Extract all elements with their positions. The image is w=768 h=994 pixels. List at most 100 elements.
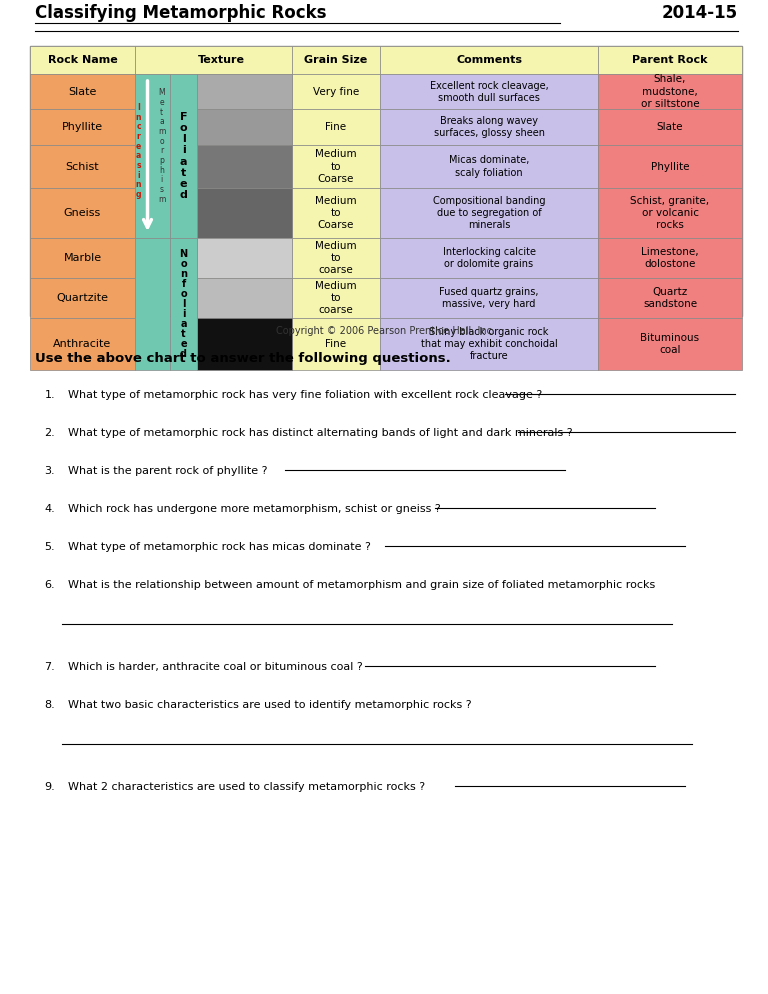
- Text: Grain Size: Grain Size: [304, 55, 368, 65]
- Text: Comments: Comments: [456, 55, 522, 65]
- Text: What type of metamorphic rock has very fine foliation with excellent rock cleava: What type of metamorphic rock has very f…: [68, 390, 542, 400]
- Bar: [30, 74, 135, 109]
- Bar: [197, 278, 292, 318]
- Text: 1.: 1.: [45, 390, 55, 400]
- Text: What type of metamorphic rock has micas dominate ?: What type of metamorphic rock has micas …: [68, 542, 371, 552]
- Bar: [197, 74, 292, 109]
- Bar: [292, 278, 380, 318]
- Bar: [170, 238, 197, 370]
- Bar: [598, 238, 742, 278]
- Text: Marble: Marble: [64, 253, 101, 263]
- Text: Schist: Schist: [66, 161, 99, 172]
- Text: What is the relationship between amount of metamorphism and grain size of foliat: What is the relationship between amount …: [68, 580, 655, 590]
- Bar: [380, 278, 598, 318]
- Text: Very fine: Very fine: [313, 86, 359, 96]
- Bar: [197, 318, 292, 370]
- Bar: [30, 46, 135, 74]
- Text: What is the parent rock of phyllite ?: What is the parent rock of phyllite ?: [68, 466, 267, 476]
- Bar: [30, 188, 135, 238]
- Bar: [30, 109, 135, 145]
- Bar: [380, 238, 598, 278]
- Bar: [292, 74, 380, 109]
- Text: 6.: 6.: [45, 580, 55, 590]
- Bar: [380, 188, 598, 238]
- Bar: [135, 74, 170, 238]
- Text: Interlocking calcite
or dolomite grains: Interlocking calcite or dolomite grains: [442, 247, 535, 269]
- Text: Slate: Slate: [68, 86, 97, 96]
- Text: Which is harder, anthracite coal or bituminous coal ?: Which is harder, anthracite coal or bitu…: [68, 662, 362, 672]
- Bar: [598, 278, 742, 318]
- Text: What type of metamorphic rock has distinct alternating bands of light and dark m: What type of metamorphic rock has distin…: [68, 428, 573, 438]
- Bar: [292, 109, 380, 145]
- Text: I
n
c
r
e
a
s
i
n
g: I n c r e a s i n g: [136, 102, 141, 199]
- Text: Micas dominate,
scaly foliation: Micas dominate, scaly foliation: [449, 155, 529, 178]
- Text: Medium
to
coarse: Medium to coarse: [315, 241, 357, 275]
- Bar: [30, 318, 135, 370]
- Bar: [135, 238, 170, 370]
- Text: Copyright © 2006 Pearson Prentice Hall, Inc.: Copyright © 2006 Pearson Prentice Hall, …: [276, 326, 495, 336]
- Bar: [598, 188, 742, 238]
- Bar: [135, 46, 292, 74]
- Text: Gneiss: Gneiss: [64, 208, 101, 218]
- Text: Phyllite: Phyllite: [650, 161, 689, 172]
- Bar: [598, 318, 742, 370]
- Bar: [292, 318, 380, 370]
- Text: Texture: Texture: [198, 55, 245, 65]
- Bar: [197, 109, 292, 145]
- Bar: [380, 109, 598, 145]
- Text: F
o
l
i
a
t
e
d: F o l i a t e d: [180, 111, 187, 200]
- Bar: [380, 145, 598, 188]
- Bar: [380, 318, 598, 370]
- Bar: [30, 46, 742, 316]
- Text: Fine: Fine: [326, 122, 346, 132]
- Text: Shale,
mudstone,
or siltstone: Shale, mudstone, or siltstone: [641, 75, 700, 109]
- Bar: [30, 278, 135, 318]
- Bar: [30, 238, 135, 278]
- Text: Bituminous
coal: Bituminous coal: [641, 333, 700, 355]
- Text: Which rock has undergone more metamorphism, schist or gneiss ?: Which rock has undergone more metamorphi…: [68, 504, 441, 514]
- Text: 8.: 8.: [45, 700, 55, 710]
- Bar: [30, 145, 135, 188]
- Text: Schist, granite,
or volcanic
rocks: Schist, granite, or volcanic rocks: [631, 196, 710, 231]
- Bar: [598, 145, 742, 188]
- Text: Classifying Metamorphic Rocks: Classifying Metamorphic Rocks: [35, 4, 326, 22]
- Text: Compositional banding
due to segregation of
minerals: Compositional banding due to segregation…: [432, 196, 545, 231]
- Bar: [292, 46, 380, 74]
- Bar: [197, 145, 292, 188]
- Text: Quartz
sandstone: Quartz sandstone: [643, 287, 697, 309]
- Bar: [197, 238, 292, 278]
- Bar: [292, 188, 380, 238]
- Text: M
e
t
a
m
o
r
p
h
i
s
m: M e t a m o r p h i s m: [157, 88, 165, 204]
- Text: What two basic characteristics are used to identify metamorphic rocks ?: What two basic characteristics are used …: [68, 700, 472, 710]
- Text: Parent Rock: Parent Rock: [632, 55, 708, 65]
- Text: Medium
to
Coarse: Medium to Coarse: [315, 149, 357, 184]
- Text: Quartzite: Quartzite: [57, 293, 108, 303]
- Text: Fine: Fine: [326, 339, 346, 349]
- Text: Excellent rock cleavage,
smooth dull surfaces: Excellent rock cleavage, smooth dull sur…: [429, 81, 548, 103]
- Bar: [292, 145, 380, 188]
- Text: 2014-15: 2014-15: [662, 4, 738, 22]
- Text: Phyllite: Phyllite: [62, 122, 103, 132]
- Text: 4.: 4.: [45, 504, 55, 514]
- Text: Limestone,
dolostone: Limestone, dolostone: [641, 247, 699, 269]
- Text: Slate: Slate: [657, 122, 684, 132]
- Text: Medium
to
coarse: Medium to coarse: [315, 280, 357, 315]
- Text: Rock Name: Rock Name: [48, 55, 118, 65]
- Bar: [197, 188, 292, 238]
- Bar: [380, 74, 598, 109]
- Text: Fused quartz grains,
massive, very hard: Fused quartz grains, massive, very hard: [439, 287, 538, 309]
- Text: 3.: 3.: [45, 466, 55, 476]
- Text: Use the above chart to answer the following questions.: Use the above chart to answer the follow…: [35, 352, 451, 365]
- Text: 2.: 2.: [45, 428, 55, 438]
- Bar: [380, 46, 598, 74]
- Text: Anthracite: Anthracite: [53, 339, 111, 349]
- Text: Breaks along wavey
surfaces, glossy sheen: Breaks along wavey surfaces, glossy shee…: [433, 116, 545, 138]
- Text: What 2 characteristics are used to classify metamorphic rocks ?: What 2 characteristics are used to class…: [68, 782, 425, 792]
- Bar: [170, 74, 197, 238]
- Bar: [598, 74, 742, 109]
- Bar: [598, 109, 742, 145]
- Bar: [598, 46, 742, 74]
- Text: 9.: 9.: [45, 782, 55, 792]
- Text: Medium
to
Coarse: Medium to Coarse: [315, 196, 357, 231]
- Text: N
o
n
f
o
l
i
a
t
e
d: N o n f o l i a t e d: [180, 249, 187, 359]
